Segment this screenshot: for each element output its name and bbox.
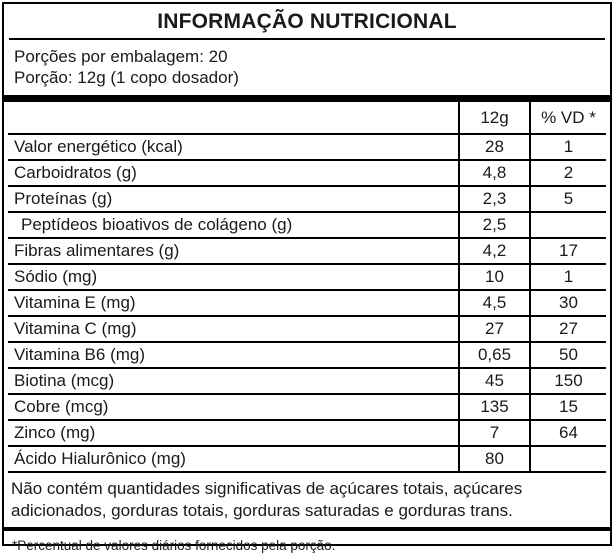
nutrient-daily-value (529, 213, 606, 238)
footnote-divider (4, 526, 610, 531)
no-significant-amounts-note: Não contém quantidades significativas de… (11, 479, 523, 520)
nutrient-amount: 7 (458, 421, 529, 446)
nutrient-amount: 28 (458, 135, 529, 160)
nutrient-name: Peptídeos bioativos de colágeno (g) (21, 215, 293, 235)
nutrient-name: Valor energético (kcal) (14, 137, 183, 157)
nutrient-amount: 45 (458, 369, 529, 394)
nutrient-amount: 0,65 (458, 343, 529, 368)
nutrient-amount: 4,5 (458, 291, 529, 316)
nutrient-name: Biotina (mcg) (14, 371, 115, 391)
nutrient-rows: Valor energético (kcal) 28 1 Carboidrato… (8, 135, 606, 474)
nutrient-daily-value: 1 (529, 135, 606, 160)
nutrient-amount: 135 (458, 395, 529, 420)
nutrient-daily-value: 50 (529, 343, 606, 368)
nutrient-name: Vitamina E (mg) (14, 293, 136, 313)
nutrient-amount: 80 (458, 447, 529, 472)
header-amount-column: 12g (458, 102, 529, 134)
nutrient-name: Vitamina C (mg) (14, 319, 137, 339)
serving-size: Porção: 12g (1 copo dosador) (14, 68, 239, 88)
nutrient-daily-value: 30 (529, 291, 606, 316)
daily-value-footnote: *Percentual de valores diários fornecido… (12, 537, 336, 553)
nutrient-daily-value: 2 (529, 161, 606, 186)
nutrient-amount: 2,5 (458, 213, 529, 238)
nutrient-daily-value: 5 (529, 187, 606, 212)
nutrient-name: Fibras alimentares (g) (14, 241, 180, 261)
nutrient-daily-value: 15 (529, 395, 606, 420)
nutrient-daily-value: 27 (529, 317, 606, 342)
table-row: Peptídeos bioativos de colágeno (g) 2,5 (8, 213, 606, 240)
panel-title: INFORMAÇÃO NUTRICIONAL (157, 10, 457, 33)
nutrient-name: Ácido Hialurônico (mg) (14, 449, 186, 469)
table-row: Vitamina E (mg) 4,5 30 (8, 291, 606, 318)
nutrient-name: Vitamina B6 (mg) (14, 345, 146, 365)
nutrient-daily-value: 1 (529, 265, 606, 290)
table-row: Valor energético (kcal) 28 1 (8, 135, 606, 162)
table-row: Biotina (mcg) 45 150 (8, 369, 606, 396)
table-row: Vitamina C (mg) 27 27 (8, 317, 606, 344)
header-daily-value-column: % VD * (529, 102, 606, 134)
nutrient-daily-value: 17 (529, 239, 606, 264)
nutrient-daily-value (529, 447, 606, 472)
table-row: Sódio (mg) 10 1 (8, 265, 606, 292)
header-nutrient-column (8, 102, 458, 133)
nutrient-table: 12g % VD * Valor energético (kcal) 28 1 … (4, 102, 610, 474)
nutrient-amount: 27 (458, 317, 529, 342)
nutrient-amount: 10 (458, 265, 529, 290)
nutrient-name: Cobre (mcg) (14, 397, 109, 417)
table-row: Vitamina B6 (mg) 0,65 50 (8, 343, 606, 370)
table-row: Cobre (mcg) 135 15 (8, 395, 606, 422)
title-divider (9, 38, 605, 40)
table-row: Zinco (mg) 7 64 (8, 421, 606, 448)
nutrient-name: Proteínas (g) (14, 189, 113, 209)
nutrient-name: Zinco (mg) (14, 423, 96, 443)
table-row: Carboidratos (g) 4,8 2 (8, 161, 606, 188)
servings-per-package: Porções por embalagem: 20 (14, 47, 228, 66)
section-divider-bar (4, 95, 610, 103)
table-row: Fibras alimentares (g) 4,2 17 (8, 239, 606, 266)
nutrient-amount: 4,2 (458, 239, 529, 264)
table-row: Ácido Hialurônico (mg) 80 (8, 447, 606, 474)
table-header-row: 12g % VD * (8, 102, 606, 136)
serving-info: Porções por embalagem: 20 Porção: 12g (1… (4, 40, 610, 95)
nutrient-amount: 4,8 (458, 161, 529, 186)
nutrient-daily-value: 150 (529, 369, 606, 394)
table-row: Proteínas (g) 2,3 5 (8, 187, 606, 214)
nutrient-name: Carboidratos (g) (14, 163, 137, 183)
nutrient-name: Sódio (mg) (14, 267, 98, 287)
nutrient-daily-value: 64 (529, 421, 606, 446)
nutrient-amount: 2,3 (458, 187, 529, 212)
